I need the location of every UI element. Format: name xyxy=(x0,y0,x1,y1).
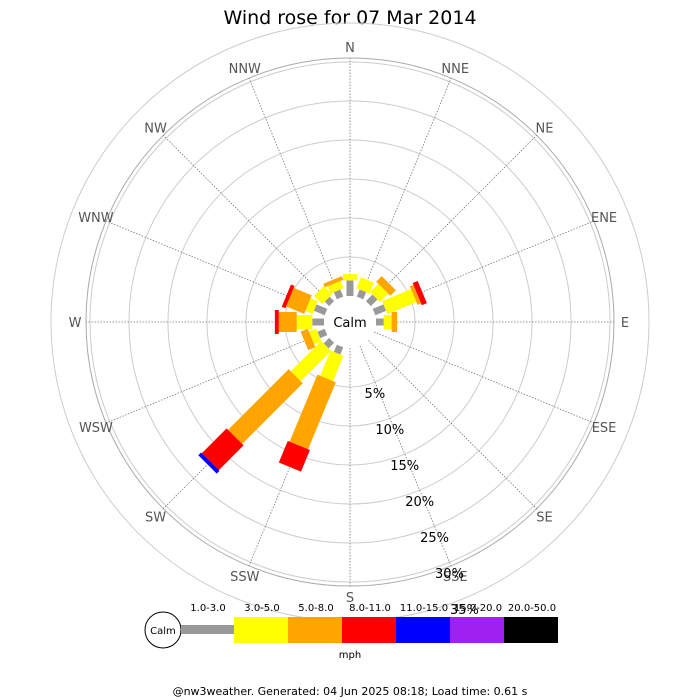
calm-circle xyxy=(324,296,376,348)
percent-label-25: 25% xyxy=(420,531,449,546)
bar-ssw-bin-2 xyxy=(289,374,336,450)
bar-ne-bin-1 xyxy=(370,283,389,302)
bar-wnw-bin-2 xyxy=(286,287,312,314)
legend-swatch-0 xyxy=(181,625,234,634)
calm-center: Calm xyxy=(324,296,376,348)
bar-ssw-bin-3 xyxy=(278,440,310,472)
spoke-ne xyxy=(368,135,537,304)
direction-label-ne: NE xyxy=(535,122,553,137)
direction-label-wnw: WNW xyxy=(78,211,114,226)
bar-ene-bin-2 xyxy=(409,284,422,305)
percent-label-20: 20% xyxy=(405,495,434,510)
bar-wnw-bin-0 xyxy=(313,304,328,316)
legend-label-5: 11.0-15.0 xyxy=(400,603,448,614)
bar-nne-bin-1 xyxy=(356,277,374,294)
direction-label-sse: SSE xyxy=(443,570,468,585)
spoke-sse xyxy=(359,345,452,567)
bar-sw-bin-2 xyxy=(228,369,303,444)
spoke-wsw xyxy=(105,331,327,424)
percent-label-35: 35% xyxy=(450,603,479,618)
bar-ssw-bin-0 xyxy=(333,344,344,355)
direction-label-s: S xyxy=(346,591,354,606)
bar-wsw-bin-1 xyxy=(308,328,322,345)
bar-wsw-bin-2 xyxy=(300,328,316,351)
legend-label-3: 5.0-8.0 xyxy=(298,603,333,614)
legend-label-4: 8.0-11.0 xyxy=(349,603,391,614)
bar-nne-bin-0 xyxy=(356,289,367,300)
bar-nw-bin-0 xyxy=(324,296,335,307)
direction-label-se: SE xyxy=(536,510,552,525)
direction-label-sw: SW xyxy=(145,510,166,525)
legend-swatch-6 xyxy=(504,617,558,643)
bar-ene-bin-1 xyxy=(382,289,417,315)
legend-calm-label: Calm xyxy=(150,626,176,637)
legend-swatch-4 xyxy=(396,617,450,643)
direction-label-e: E xyxy=(621,316,629,331)
spoke-nnw xyxy=(248,77,341,299)
direction-label-wsw: WSW xyxy=(79,421,113,436)
bar-ene-bin-3 xyxy=(412,280,427,306)
direction-labels: N NNE NE ENE E ESE SE SSE S SSW SW WSW W WNW NW NNW xyxy=(69,41,630,606)
bar-sw-bin-4 xyxy=(198,452,220,474)
direction-label-nnw: NNW xyxy=(229,62,261,77)
direction-label-nw: NW xyxy=(144,122,167,137)
bar-nw-bin-1 xyxy=(313,285,333,305)
calm-label: Calm xyxy=(333,316,366,331)
chart-title: Wind rose for 07 Mar 2014 xyxy=(223,7,476,29)
percent-label-30: 30% xyxy=(435,567,464,582)
direction-label-ene: ENE xyxy=(591,211,617,226)
bar-sw-bin-3 xyxy=(201,428,244,471)
legend-unit-label: mph xyxy=(339,650,361,661)
direction-label-n: N xyxy=(345,41,355,56)
bar-nnw-bin-2 xyxy=(323,276,344,288)
percent-labels: 5% 10% 15% 20% 25% 30% 35% xyxy=(365,387,479,618)
footer-text: @nw3weather. Generated: 04 Jun 2025 08:1… xyxy=(173,685,528,698)
legend-label-2: 3.0-5.0 xyxy=(244,603,279,614)
direction-label-w: W xyxy=(69,316,82,331)
legend-swatch-1 xyxy=(234,617,288,643)
wind-bars xyxy=(198,274,427,474)
spoke-se xyxy=(368,340,537,509)
bar-ne-bin-0 xyxy=(365,294,378,307)
percent-label-15: 15% xyxy=(390,459,419,474)
direction-label-nne: NNE xyxy=(441,62,469,77)
bar-ssw-bin-1 xyxy=(320,350,344,382)
spoke-nne xyxy=(359,77,452,299)
bar-nnw-bin-0 xyxy=(333,289,344,300)
percent-label-5: 5% xyxy=(365,387,386,402)
bar-wnw-bin-3 xyxy=(281,284,295,309)
spoke-ese xyxy=(373,331,595,424)
legend-swatch-5 xyxy=(450,617,504,643)
bar-wsw-bin-0 xyxy=(317,328,328,339)
legend-swatch-2 xyxy=(288,617,342,643)
spoke-nw xyxy=(163,135,332,304)
bar-sw-bin-0 xyxy=(323,337,335,349)
bar-wnw-bin-1 xyxy=(305,298,318,315)
bar-ene-bin-0 xyxy=(372,304,387,316)
percent-label-10: 10% xyxy=(375,423,404,438)
bar-sw-bin-1 xyxy=(290,340,332,382)
legend-label-6: 15.0-20.0 xyxy=(454,603,502,614)
direction-label-ese: ESE xyxy=(592,421,617,436)
legend-label-1: 1.0-3.0 xyxy=(190,603,225,614)
legend-label-7: 20.0-50.0 xyxy=(508,603,556,614)
bar-nnw-bin-1 xyxy=(327,280,344,294)
bar-ne-bin-2 xyxy=(376,276,396,296)
legend-swatch-3 xyxy=(342,617,396,643)
direction-label-ssw: SSW xyxy=(230,570,260,585)
legend: Calm 1.0-3.0 3.0-5.0 5.0-8.0 8.0-11.0 11.0-15… xyxy=(144,603,558,661)
